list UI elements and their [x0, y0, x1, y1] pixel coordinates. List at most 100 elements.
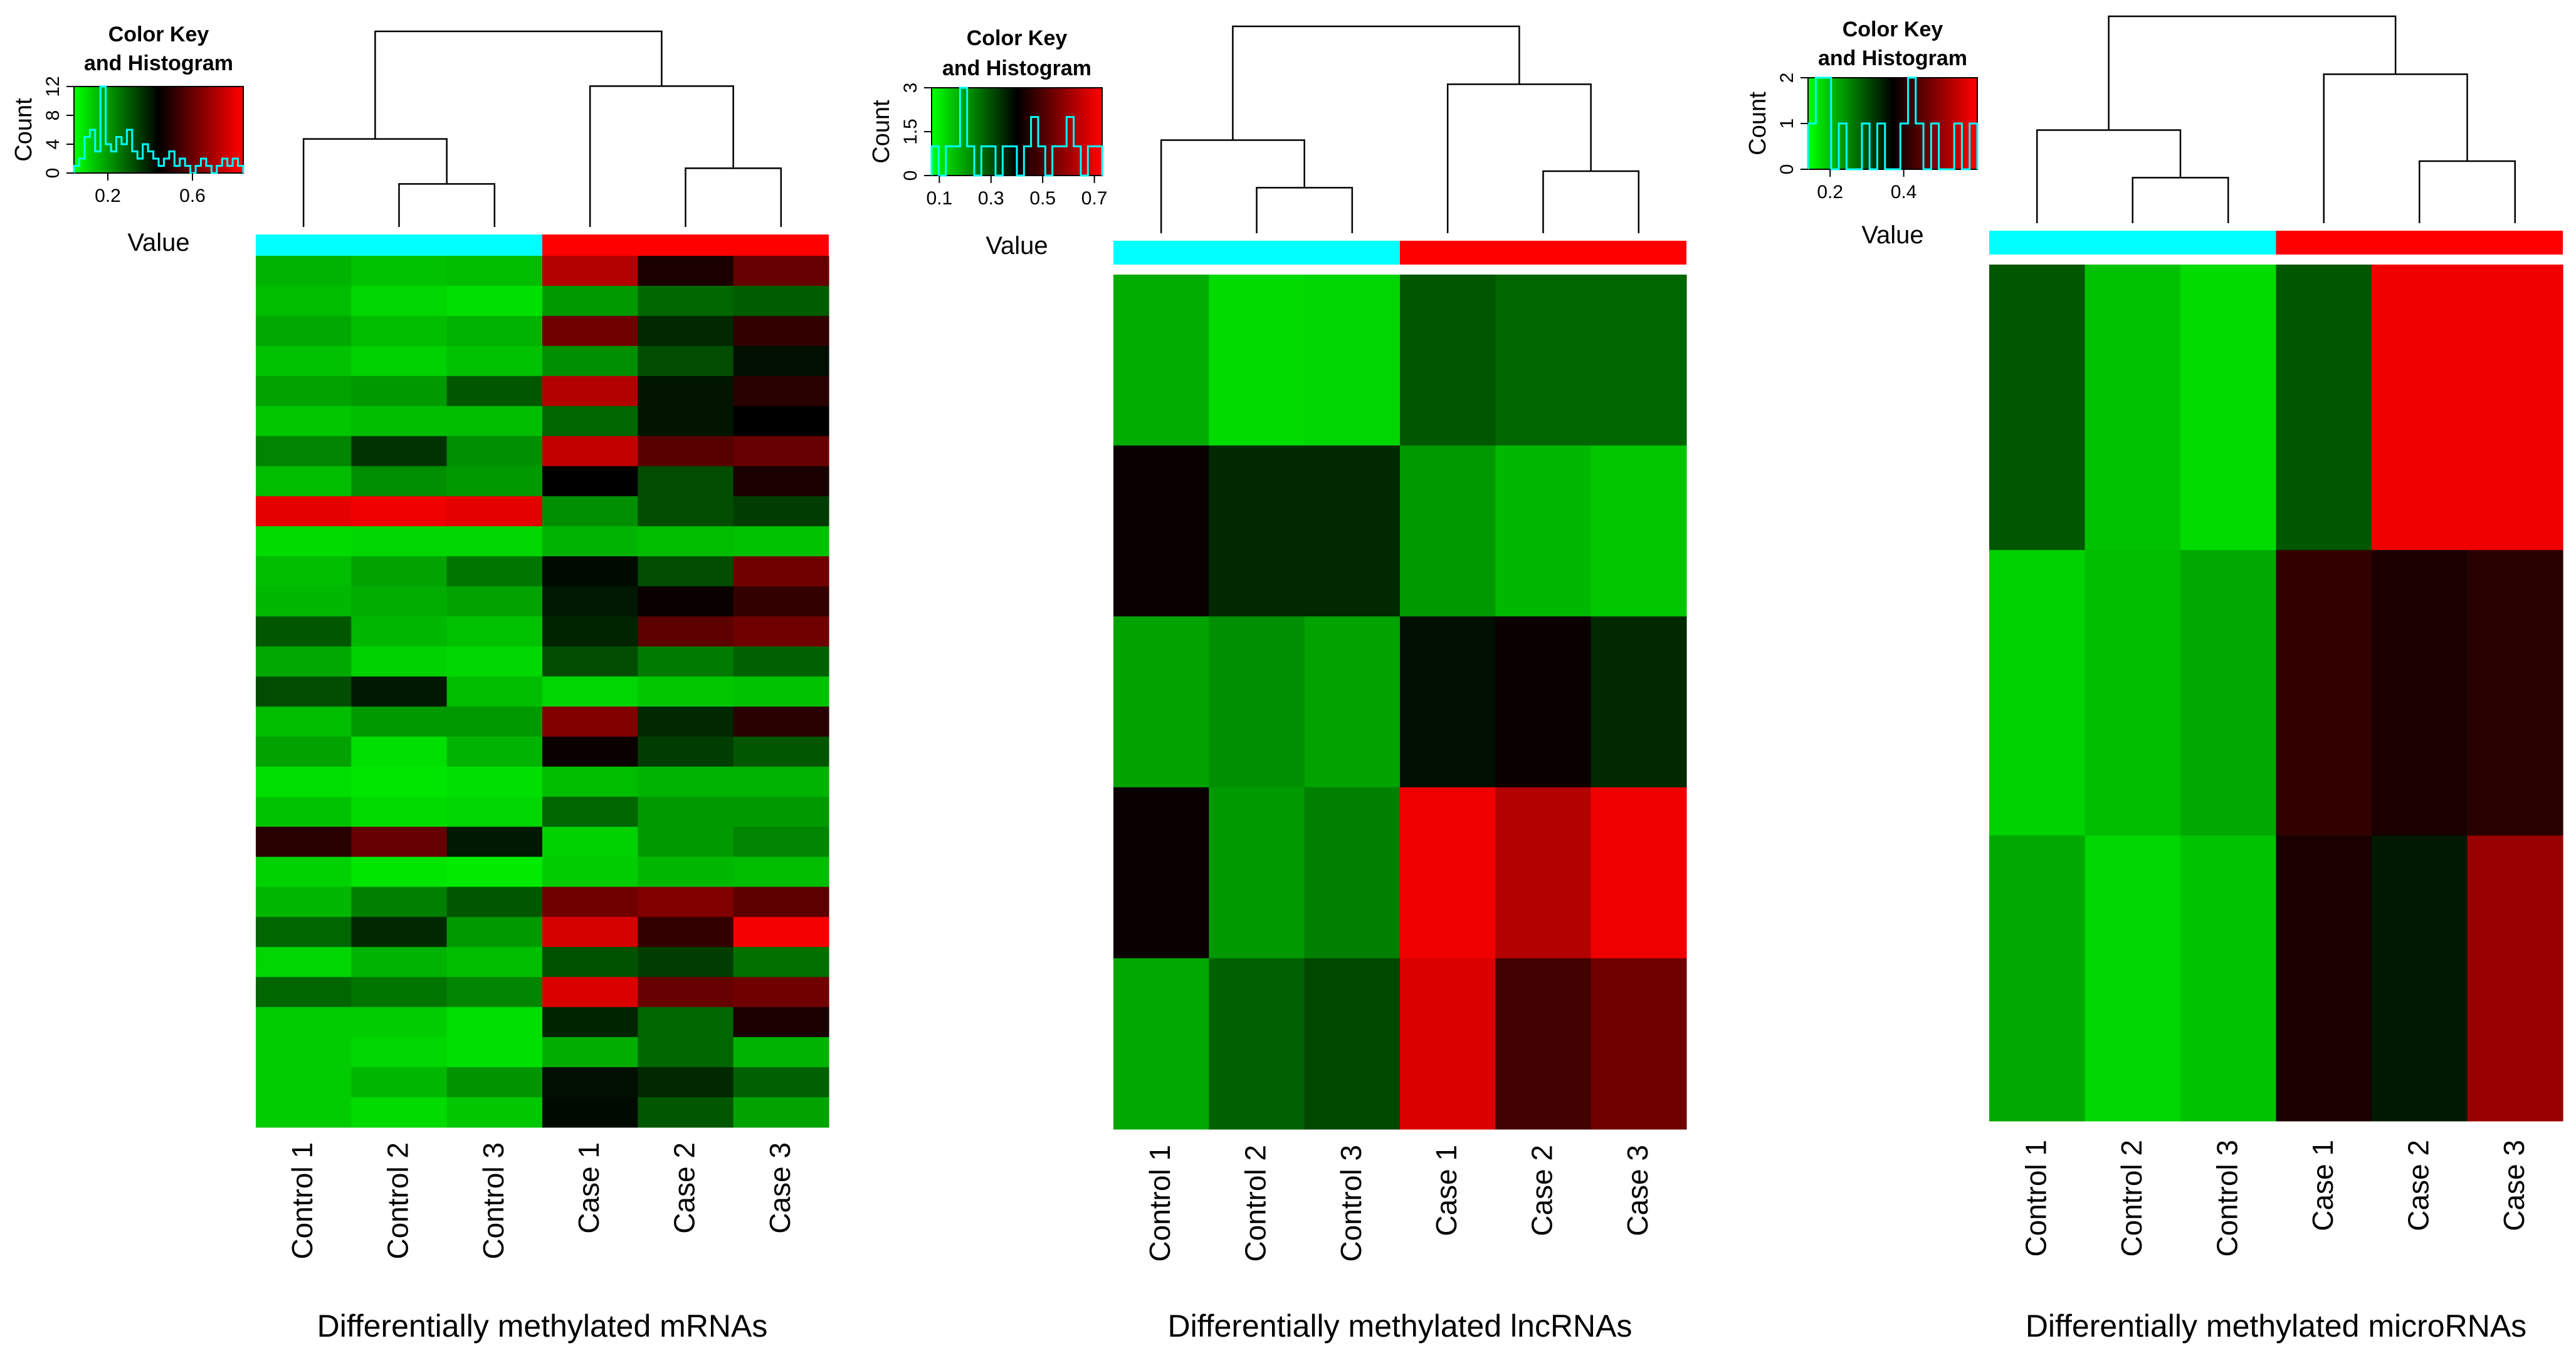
heatmap-cell	[351, 315, 448, 347]
color-key-gradient-step	[184, 87, 187, 173]
color-key-gradient-step	[240, 87, 244, 173]
heatmap-cell	[638, 285, 734, 317]
heatmap-cell	[256, 616, 352, 647]
color-key-gradient-step	[108, 87, 112, 173]
color-key-gradient-step	[85, 87, 89, 173]
heatmap-cell	[2467, 550, 2563, 836]
heatmap-cell	[256, 556, 352, 587]
column-dendrogram	[2036, 15, 2516, 223]
heatmap-cell	[446, 315, 543, 347]
color-key-gradient-step	[164, 87, 168, 173]
color-key-gradient-step	[1827, 78, 1831, 169]
color-key-gradient-step	[980, 88, 984, 176]
heatmap-cell	[446, 736, 543, 767]
heatmap-cell	[256, 315, 352, 347]
dendrogram-branch	[589, 85, 734, 227]
heatmap-cell	[351, 256, 448, 287]
color-key-gradient-step	[212, 87, 216, 173]
heatmap-cell	[256, 376, 352, 407]
color-key-gradient-step	[159, 87, 162, 173]
color-key-gradient-step	[957, 88, 961, 176]
group-bar-case	[542, 234, 829, 257]
heatmap-cell	[638, 856, 734, 888]
heatmap-cell	[351, 766, 448, 797]
color-key-gradient-step	[1910, 78, 1913, 169]
color-key-gradient-step	[1923, 78, 1927, 169]
color-key-gradient-step	[181, 87, 185, 173]
heatmap-cell	[2372, 835, 2468, 1122]
color-key-y-tick-label: 1	[1777, 118, 1797, 129]
heatmap-cell	[733, 887, 829, 918]
column-label: Control 1	[2019, 1140, 2052, 1257]
color-key-gradient-step	[997, 88, 1001, 176]
heatmap-cell	[446, 646, 543, 677]
heatmap-cell	[351, 917, 448, 948]
heatmap-cell	[638, 706, 734, 737]
heatmap-cell	[638, 1097, 734, 1128]
color-key-gradient-step	[226, 87, 230, 173]
color-key-gradient-step	[218, 87, 221, 173]
color-key-gradient-step	[172, 87, 176, 173]
color-key-x-tick-label: 0.6	[179, 186, 206, 206]
heatmap-cell	[256, 887, 352, 918]
heatmap-cell	[256, 676, 352, 707]
color-key-gradient-step	[1816, 78, 1820, 169]
heatmap-cell	[2180, 550, 2277, 836]
dendrogram-branch	[2132, 177, 2229, 223]
color-key-gradient-step	[195, 87, 199, 173]
color-key-x-label: Value	[127, 229, 189, 256]
heatmap-cell	[351, 466, 448, 497]
dendrogram-branch	[302, 138, 448, 227]
heatmap-cell	[638, 947, 734, 977]
color-key-gradient-step	[206, 87, 210, 173]
color-key-gradient-step	[105, 87, 108, 173]
column-labels: Control 1 Control 2 Control 3 Case 1 Case 2 C…	[1143, 1145, 1654, 1262]
column-label: Case 2	[668, 1142, 701, 1234]
heatmap-cell	[256, 796, 352, 828]
column-labels: Control 1 Control 2 Control 3 Case 1 Case 2 C…	[2019, 1140, 2530, 1257]
color-key-gradient-step	[1949, 78, 1953, 169]
color-key-y-tick-label: 4	[43, 139, 63, 150]
color-key-gradient-step	[977, 88, 981, 176]
color-key-gradient-step	[1025, 88, 1029, 176]
heatmap-cell	[446, 1097, 543, 1128]
heatmap-cell	[2467, 265, 2563, 550]
color-key-y-tick-label: 12	[43, 76, 63, 97]
color-key-title-line1: Color Key	[967, 26, 1068, 50]
column-group-bar	[1113, 241, 1686, 265]
heatmap-cell	[351, 285, 448, 317]
heatmap-cell	[542, 1067, 638, 1098]
color-key-gradient-step	[994, 88, 998, 176]
heatmap-cell	[1113, 616, 1209, 788]
heatmap-cell	[446, 887, 543, 918]
heatmap-cell	[1495, 787, 1592, 959]
column-label: Case 2	[2402, 1140, 2434, 1231]
column-label: Control 2	[382, 1142, 414, 1260]
color-key-gradient-step	[147, 87, 151, 173]
heatmap-cell	[733, 1067, 829, 1098]
heatmap-cell	[256, 466, 352, 497]
heatmap-cell	[1495, 275, 1592, 446]
color-key-gradient-step	[934, 88, 938, 176]
heatmap-cell	[733, 315, 829, 347]
color-key-x-tick-label: 0.1	[927, 188, 953, 209]
color-key-gradient-step	[1825, 78, 1829, 169]
heatmap-cell	[256, 1097, 352, 1128]
color-key-x-label: Value	[986, 232, 1048, 260]
heatmap-cell	[1400, 616, 1496, 788]
color-key-gradient-step	[144, 87, 148, 173]
heatmap-cell	[733, 496, 829, 527]
heatmap-cell	[2084, 835, 2181, 1122]
color-key-x-tick-label: 0.4	[1891, 182, 1917, 203]
color-key-gradient-step	[232, 87, 236, 173]
color-key-gradient-step	[971, 88, 975, 176]
color-key-gradient-step	[215, 87, 219, 173]
color-key-gradient-step	[1028, 88, 1032, 176]
color-key-gradient-step	[223, 87, 227, 173]
color-key-gradient-step	[1068, 88, 1072, 176]
heatmap-cell	[638, 646, 734, 677]
heatmap-cell	[542, 315, 638, 347]
color-key-gradient-step	[1090, 88, 1095, 176]
color-key-title-line2: and Histogram	[942, 56, 1091, 80]
